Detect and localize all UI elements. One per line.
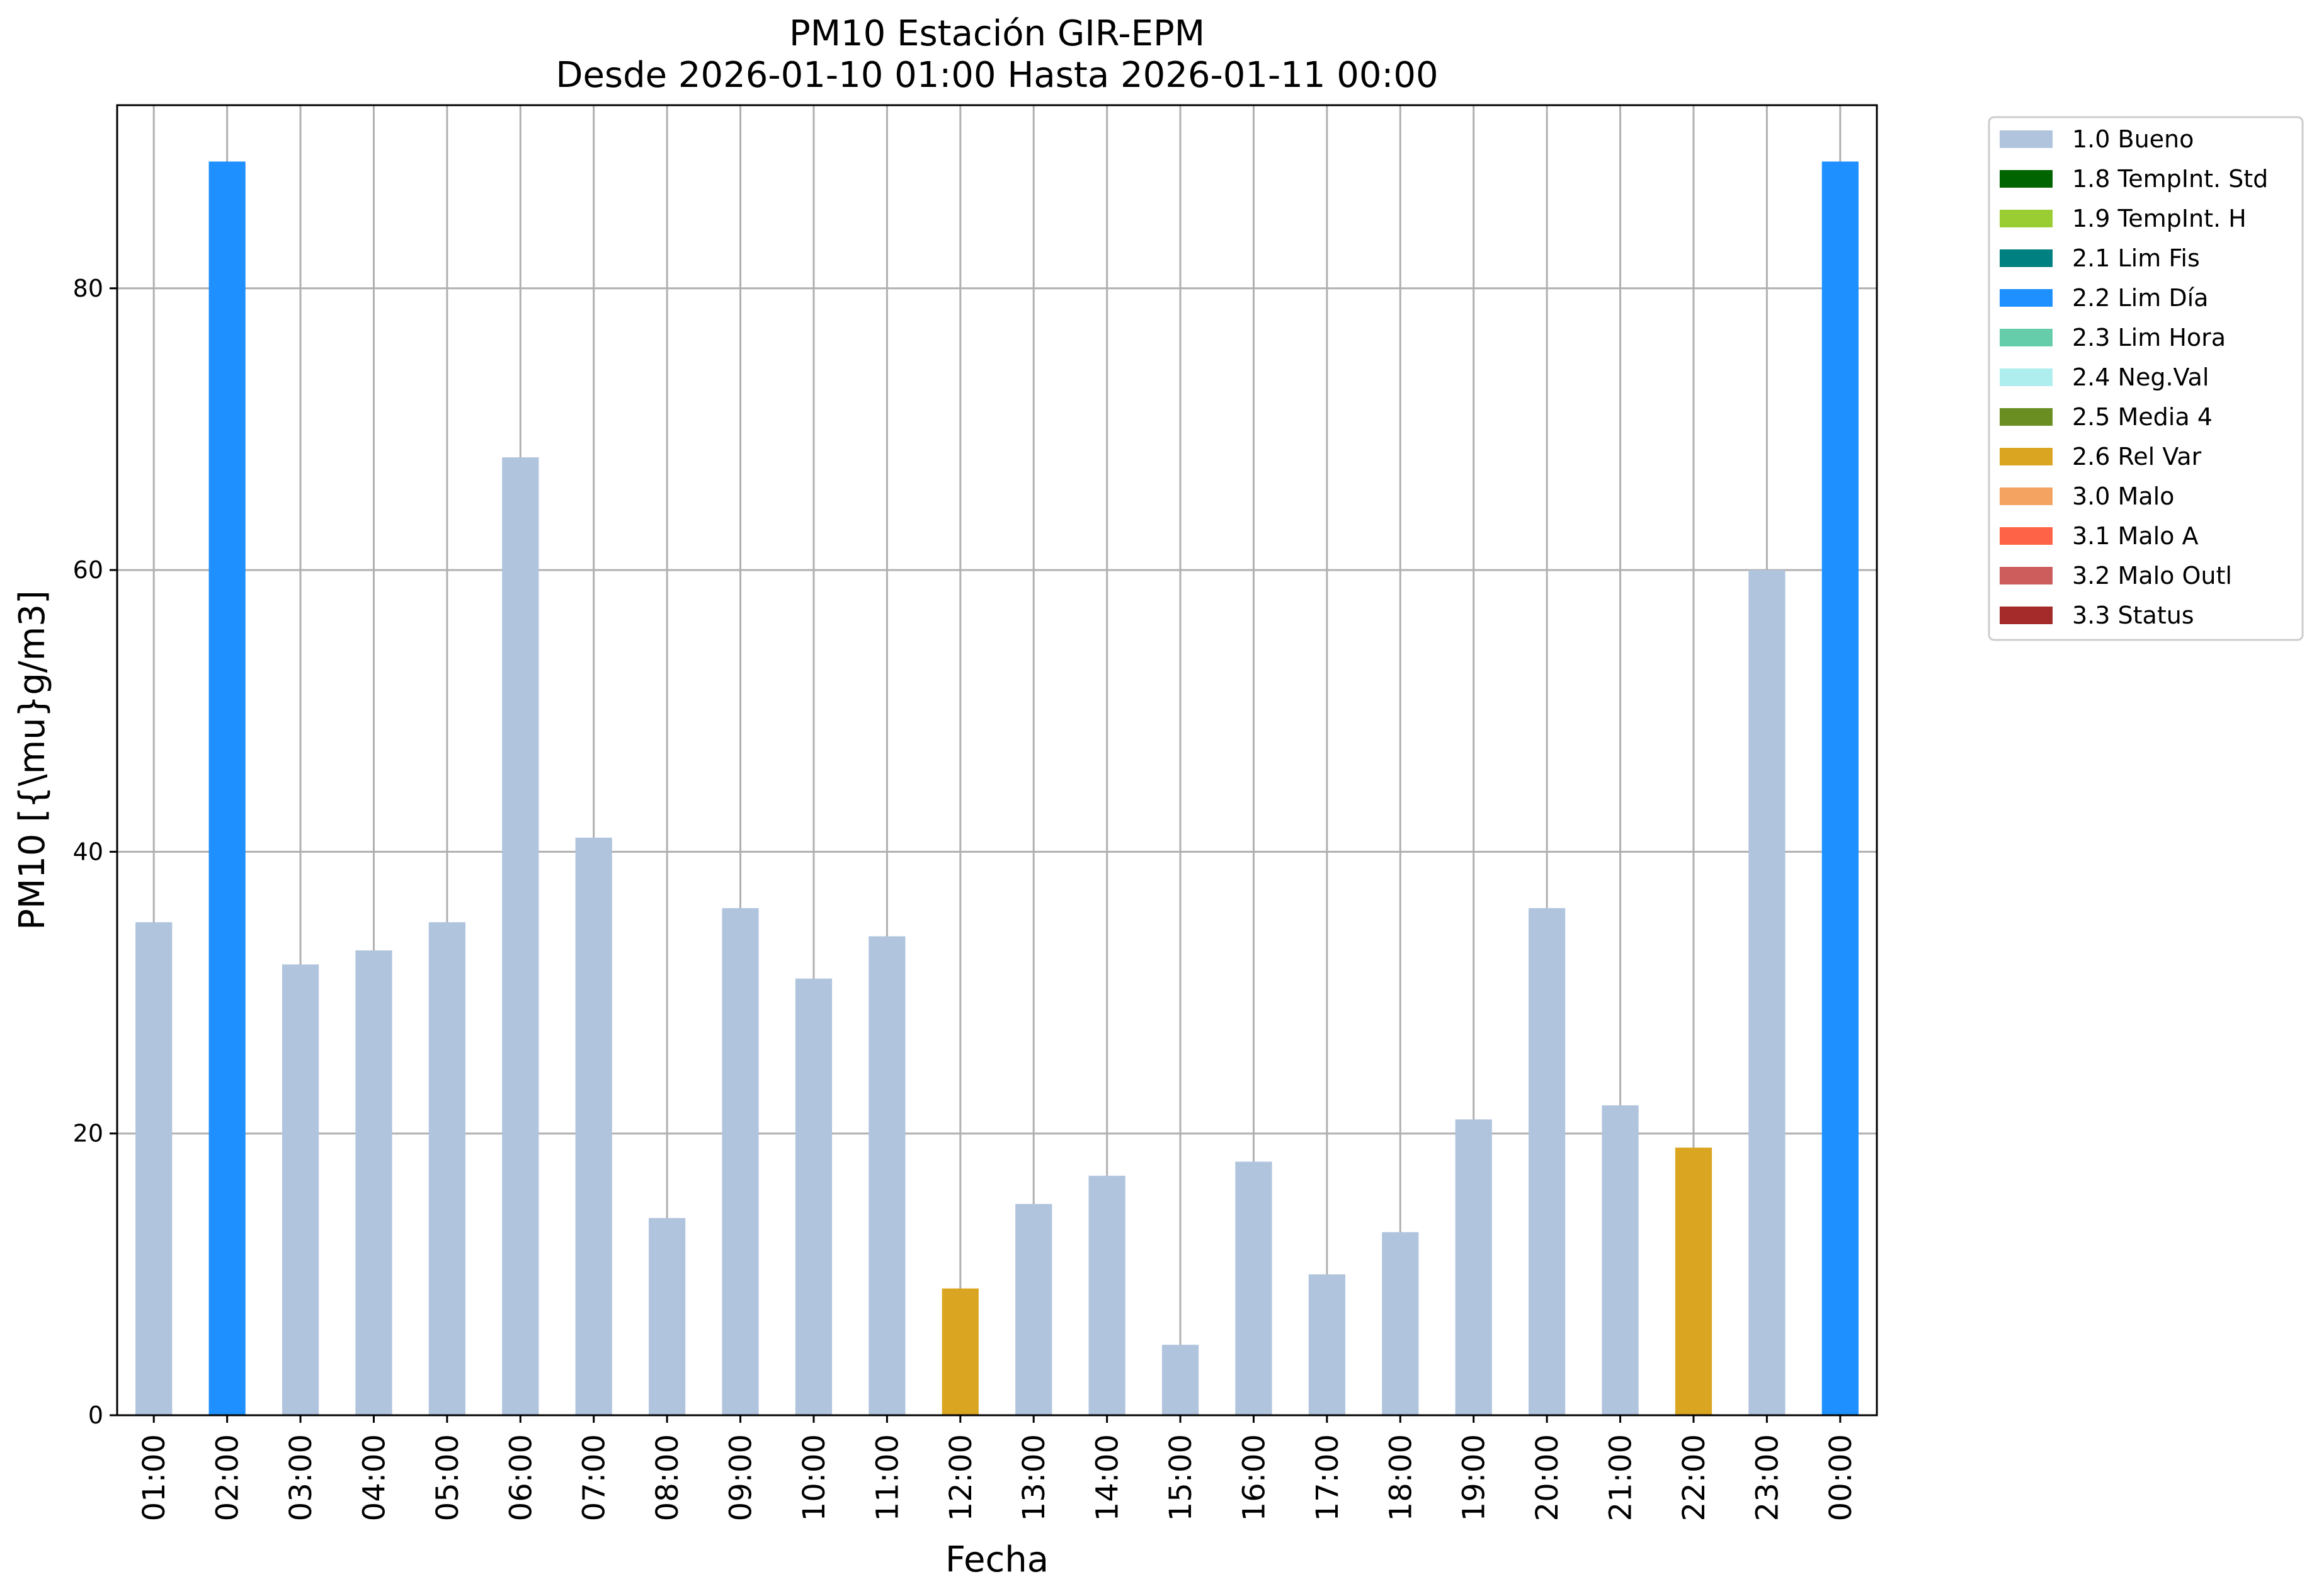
bar-0200 <box>208 161 246 1415</box>
x-tick-label: 17:00 <box>1310 1434 1345 1521</box>
legend-label: 3.1 Malo A <box>2072 522 2198 550</box>
x-tick-label: 12:00 <box>943 1434 979 1521</box>
x-tick-label: 13:00 <box>1017 1434 1052 1521</box>
bar-1800 <box>1382 1232 1419 1415</box>
bar-0900 <box>722 908 759 1415</box>
bar-2300 <box>1748 570 1786 1416</box>
legend-label: 1.0 Bueno <box>2072 125 2194 153</box>
legend-label: 2.6 Rel Var <box>2072 443 2202 470</box>
y-tick-label: 20 <box>73 1120 103 1148</box>
legend-swatch <box>2000 329 2053 346</box>
bar-1000 <box>795 978 833 1415</box>
y-tick-label: 40 <box>73 838 103 865</box>
legend-swatch <box>2000 368 2053 386</box>
bar-2200 <box>1675 1148 1712 1415</box>
bar-1200 <box>942 1288 979 1415</box>
legend-swatch <box>2000 487 2053 505</box>
bar-2100 <box>1602 1105 1639 1415</box>
bar-0100 <box>135 922 173 1415</box>
x-tick-label: 18:00 <box>1383 1434 1418 1521</box>
x-tick-label: 21:00 <box>1604 1434 1639 1521</box>
bar-0500 <box>428 922 465 1415</box>
legend-frame <box>1988 116 2304 641</box>
plot-frame <box>116 104 1878 1416</box>
y-tick-label: 60 <box>73 556 103 584</box>
bar-0600 <box>502 457 539 1415</box>
bars-group <box>135 161 1859 1416</box>
x-tick-label: 09:00 <box>724 1434 759 1521</box>
x-tick-label: 00:00 <box>1823 1434 1859 1521</box>
legend-label: 2.3 Lim Hora <box>2072 324 2226 351</box>
legend-label: 2.1 Lim Fis <box>2072 244 2200 272</box>
bar-1600 <box>1235 1161 1272 1415</box>
bar-1300 <box>1015 1204 1052 1415</box>
x-tick-label: 02:00 <box>210 1434 246 1521</box>
x-tick-label: 19:00 <box>1457 1434 1492 1521</box>
x-tick-label: 20:00 <box>1530 1434 1565 1521</box>
x-tick-label: 04:00 <box>356 1434 392 1521</box>
legend-label: 1.9 TempInt. H <box>2072 205 2247 232</box>
legend: 1.0 Bueno 1.8 TempInt. Std 1.9 TempInt. H 2… <box>1988 116 2304 641</box>
bar-1500 <box>1161 1345 1199 1415</box>
legend-swatch <box>2000 170 2053 188</box>
y-axis-ticks: 0 20 40 60 80 <box>73 275 117 1429</box>
x-tick-label: 10:00 <box>797 1434 832 1521</box>
legend-swatch <box>2000 448 2053 465</box>
legend-label: 1.8 TempInt. Std <box>2072 165 2268 193</box>
y-tick-label: 0 <box>88 1401 103 1429</box>
bar-0700 <box>575 838 612 1415</box>
bar-1700 <box>1308 1274 1345 1415</box>
legend-label: 3.0 Malo <box>2072 482 2174 510</box>
x-tick-label: 11:00 <box>870 1434 905 1521</box>
legend-swatch <box>2000 289 2053 307</box>
legend-swatch <box>2000 130 2053 148</box>
x-tick-label: 08:00 <box>650 1434 685 1521</box>
legend-label: 3.3 Status <box>2072 601 2194 629</box>
chart-title: PM10 Estación GIR-EPM <box>789 13 1205 54</box>
bar-1400 <box>1088 1175 1125 1415</box>
x-tick-label: 15:00 <box>1163 1434 1199 1521</box>
legend-swatch <box>2000 408 2053 426</box>
x-tick-label: 14:00 <box>1090 1434 1125 1521</box>
legend-label: 3.2 Malo Outl <box>2072 562 2232 590</box>
legend-swatch <box>2000 607 2053 624</box>
legend-label: 2.2 Lim Día <box>2072 284 2208 312</box>
legend-swatch <box>2000 567 2053 584</box>
x-tick-label: 01:00 <box>137 1434 172 1521</box>
legend-label: 2.5 Media 4 <box>2072 403 2213 431</box>
x-tick-label: 23:00 <box>1750 1434 1785 1521</box>
chart-subtitle: Desde 2026-01-10 01:00 Hasta 2026-01-11 … <box>556 55 1438 96</box>
legend-swatch <box>2000 527 2053 545</box>
x-tick-label: 07:00 <box>577 1434 612 1521</box>
x-axis-ticks: 01:00 02:00 03:00 04:00 05:00 06:00 07:00 08:00… <box>137 1415 1859 1521</box>
x-tick-label: 03:00 <box>283 1434 319 1521</box>
y-tick-label: 80 <box>73 275 103 302</box>
x-tick-label: 22:00 <box>1677 1434 1712 1521</box>
legend-swatch <box>2000 249 2053 267</box>
x-tick-label: 16:00 <box>1236 1434 1272 1521</box>
x-tick-label: 06:00 <box>503 1434 538 1521</box>
x-tick-label: 05:00 <box>430 1434 465 1521</box>
bar-0300 <box>282 964 319 1415</box>
bar-0400 <box>355 950 392 1415</box>
bar-0800 <box>649 1217 686 1415</box>
x-axis-label: Fecha <box>945 1539 1049 1580</box>
bar-1900 <box>1455 1119 1492 1415</box>
y-axis-label: PM10 [{\mu}g/m3] <box>12 590 53 930</box>
bar-1100 <box>869 936 906 1415</box>
bar-0000 <box>1821 161 1859 1415</box>
legend-label: 2.4 Neg.Val <box>2072 363 2209 391</box>
legend-swatch <box>2000 210 2053 227</box>
bar-2000 <box>1529 908 1566 1415</box>
